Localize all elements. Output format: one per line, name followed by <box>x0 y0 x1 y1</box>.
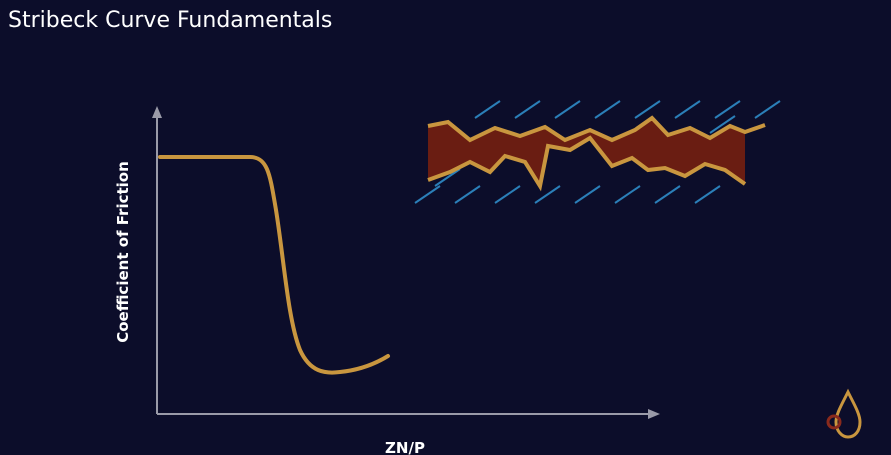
x-axis-label: ZN/P <box>385 439 425 455</box>
axes <box>156 116 650 415</box>
x-arrow <box>648 409 660 419</box>
slide-title: Stribeck Curve Fundamentals <box>8 8 332 33</box>
y-axis-label: Coefficient of Friction <box>114 161 132 343</box>
upper-surface <box>427 115 766 143</box>
y-arrow <box>152 106 162 118</box>
logo <box>826 388 862 439</box>
lower-surface <box>427 135 747 192</box>
hatching <box>414 100 781 204</box>
stribeck-curve <box>158 155 390 375</box>
